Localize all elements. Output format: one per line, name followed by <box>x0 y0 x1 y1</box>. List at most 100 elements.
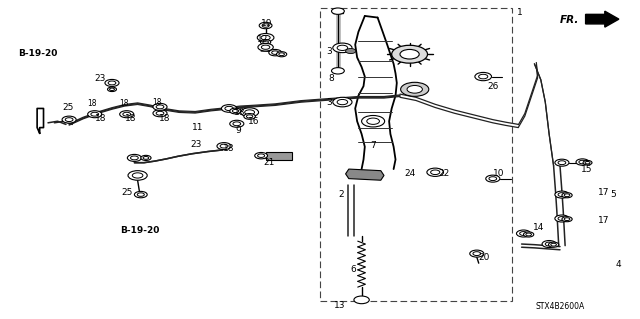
Circle shape <box>220 144 228 148</box>
Text: 12: 12 <box>257 35 269 44</box>
Circle shape <box>132 173 143 178</box>
Circle shape <box>261 45 270 49</box>
Circle shape <box>109 88 115 91</box>
Text: 16: 16 <box>248 117 260 126</box>
Circle shape <box>337 100 348 105</box>
Text: 17: 17 <box>598 189 610 197</box>
Circle shape <box>230 108 241 114</box>
Circle shape <box>217 143 231 150</box>
Circle shape <box>333 97 352 107</box>
Bar <box>320 8 512 301</box>
Circle shape <box>261 35 270 40</box>
Circle shape <box>257 33 274 42</box>
Circle shape <box>548 242 559 247</box>
Text: B-19-20: B-19-20 <box>120 226 160 235</box>
Text: 5: 5 <box>611 190 616 199</box>
Text: 18: 18 <box>95 114 106 123</box>
Circle shape <box>562 193 572 198</box>
Circle shape <box>263 41 268 43</box>
Text: 18: 18 <box>125 114 137 123</box>
Polygon shape <box>346 169 384 180</box>
Text: 7: 7 <box>370 141 376 150</box>
Circle shape <box>108 81 116 85</box>
Circle shape <box>153 110 167 117</box>
Text: FR.: FR. <box>560 15 579 25</box>
Text: 18: 18 <box>152 98 161 107</box>
Circle shape <box>524 232 534 237</box>
Circle shape <box>579 160 586 164</box>
Circle shape <box>479 74 488 79</box>
Circle shape <box>221 105 237 112</box>
Circle shape <box>558 217 566 220</box>
Circle shape <box>225 106 234 111</box>
Circle shape <box>362 115 385 127</box>
Circle shape <box>108 87 116 92</box>
Circle shape <box>143 157 148 159</box>
Circle shape <box>272 51 279 54</box>
Text: 18: 18 <box>159 114 170 123</box>
FancyArrow shape <box>586 11 619 27</box>
Text: 18: 18 <box>87 99 96 108</box>
Text: B-19-20: B-19-20 <box>18 49 58 58</box>
Circle shape <box>131 156 138 160</box>
Circle shape <box>333 43 352 53</box>
Circle shape <box>526 233 531 236</box>
Circle shape <box>258 154 265 158</box>
Text: 10: 10 <box>493 169 504 178</box>
Text: 13: 13 <box>334 301 346 310</box>
Circle shape <box>255 152 268 159</box>
Text: 25: 25 <box>122 189 133 197</box>
Circle shape <box>332 68 344 74</box>
Circle shape <box>367 118 380 124</box>
Circle shape <box>230 120 244 127</box>
Circle shape <box>269 49 282 56</box>
Text: 18: 18 <box>234 108 245 117</box>
Text: 26: 26 <box>488 82 499 91</box>
Text: 3: 3 <box>326 47 332 56</box>
Circle shape <box>555 191 569 198</box>
Circle shape <box>259 22 272 29</box>
Circle shape <box>258 43 273 51</box>
Circle shape <box>520 232 527 235</box>
Circle shape <box>516 230 531 237</box>
Circle shape <box>156 111 164 115</box>
Text: 24: 24 <box>404 169 416 178</box>
Circle shape <box>564 218 570 220</box>
Circle shape <box>489 177 497 181</box>
Circle shape <box>555 159 569 166</box>
Circle shape <box>542 241 556 248</box>
Circle shape <box>564 194 570 197</box>
Circle shape <box>88 111 102 118</box>
Circle shape <box>127 154 141 161</box>
Circle shape <box>244 114 255 119</box>
Circle shape <box>279 53 284 56</box>
Circle shape <box>91 112 99 116</box>
Text: 21: 21 <box>264 158 275 167</box>
Circle shape <box>332 8 344 14</box>
Circle shape <box>262 24 269 27</box>
Circle shape <box>562 217 572 222</box>
Bar <box>266 152 292 160</box>
Circle shape <box>555 215 569 222</box>
Text: 1: 1 <box>517 8 523 17</box>
Circle shape <box>558 161 566 165</box>
Circle shape <box>134 191 147 198</box>
Text: STX4B2600A: STX4B2600A <box>536 302 584 311</box>
Text: 23: 23 <box>95 74 106 83</box>
Text: 18: 18 <box>119 99 128 108</box>
Circle shape <box>392 45 428 63</box>
Circle shape <box>153 103 167 110</box>
Circle shape <box>585 161 590 164</box>
Circle shape <box>141 155 151 160</box>
Circle shape <box>545 242 553 246</box>
Text: 6: 6 <box>351 265 356 274</box>
Text: 20: 20 <box>479 253 490 262</box>
Circle shape <box>156 105 164 109</box>
Circle shape <box>241 108 259 117</box>
Circle shape <box>470 250 484 257</box>
Text: 17: 17 <box>598 216 610 225</box>
Circle shape <box>407 85 422 93</box>
Circle shape <box>558 193 566 197</box>
Circle shape <box>138 193 145 196</box>
Text: 15: 15 <box>580 165 592 174</box>
